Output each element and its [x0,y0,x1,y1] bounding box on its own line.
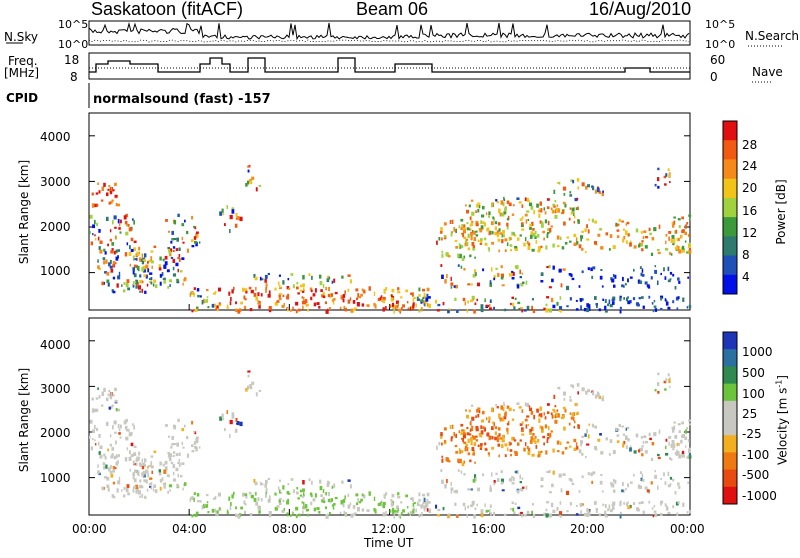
nsky-label: N.Sky [4,30,39,44]
power-cbar-tick-20: 20 [742,181,758,195]
velocity-colorbar-label: Velocity [m s-1] [774,375,790,465]
velocity-cbar-tick-minus100: -100 [742,448,770,462]
power-y-tick-3000: 3000 [40,175,71,189]
power-colorbar-swatch-4 [723,197,737,218]
velocity-y-tick-2000: 2000 [40,426,71,440]
power-colorbar-label: Power [dB] [774,179,788,245]
velocity-colorbar-swatch-9 [723,486,737,505]
power-y-tick-4000: 4000 [40,130,71,144]
nsearch-tick-bottom: 10^0 [705,38,736,51]
velocity-cbar-tick-500: 500 [742,366,765,380]
velocity-echo-field [89,369,692,519]
power-y-tick-1000: 1000 [40,264,71,278]
x-tick-2000: 20:00 [570,522,605,536]
beam-title: Beam 06 [356,0,429,19]
power-colorbar-swatch-5 [723,217,737,237]
power-colorbar-swatch-1 [723,140,737,160]
power-colorbar-swatch-6 [723,236,737,256]
nave-tick-top: 60 [710,53,726,67]
power-cbar-tick-24: 24 [742,159,758,173]
freq-strip-frame [88,52,691,80]
power-colorbar-frame [722,120,738,295]
velocity-colorbar-swatch-5 [723,418,737,436]
nsky-trace [88,21,690,41]
x-tick-1200: 12:00 [371,522,406,536]
x-tick-1600: 16:00 [471,522,506,536]
power-cbar-tick-4: 4 [742,270,750,284]
velocity-cbar-tick-minus1000: -1000 [742,489,777,503]
nsky-tick-top: 10^5 [58,18,89,31]
freq-label: Freq. [8,54,38,68]
freq-tick-bottom: 8 [70,70,78,84]
power-panel-frame [88,112,691,311]
velocity-colorbar-swatch-4 [723,400,737,419]
x-tick-2400: 00:00 [670,522,705,536]
velocity-colorbar-swatch-6 [723,435,737,453]
power-colorbar-swatch-2 [723,159,737,180]
velocity-colorbar-swatch-0 [723,332,737,350]
x-tick-0000: 00:00 [72,522,107,536]
velocity-cbar-tick-100: 100 [742,387,765,401]
nsearch-label: N.Search [745,29,800,43]
nave-tick-bottom: 0 [710,70,718,84]
cpid-text: normalsound (fast) -157 [93,92,271,107]
velocity-y-tick-4000: 4000 [40,338,71,352]
power-cbar-tick-28: 28 [742,138,758,152]
velocity-cbar-tick-25: 25 [742,407,758,421]
velocity-y-tick-3000: 3000 [40,382,71,396]
x-axis-label: Time UT [364,536,414,550]
power-y-tick-2000: 2000 [40,220,71,234]
freq-trace [89,57,690,73]
velocity-cbar-tick-minus25: -25 [742,427,762,441]
velocity-colorbar-swatch-7 [723,452,737,471]
power-cbar-tick-16: 16 [742,204,758,218]
station-title: Saskatoon (fitACF) [91,0,244,19]
power-colorbar-swatch-7 [723,255,737,276]
freq-unit-label: [MHz] [4,66,40,80]
power-echo-field [89,164,692,314]
velocity-colorbar-swatch-3 [723,383,737,402]
freq-tick-top: 18 [64,53,80,67]
cpid-label: CPID [6,91,39,105]
velocity-colorbar-swatch-8 [723,469,737,488]
nave-label: Nave [752,65,783,79]
velocity-colorbar-swatch-1 [723,349,737,367]
velocity-y-axis-label: Slant Range [km] [17,367,31,473]
velocity-y-tick-1000: 1000 [40,471,71,485]
power-cbar-tick-8: 8 [742,248,750,262]
power-cbar-tick-12: 12 [742,226,758,240]
nsky-tick-bottom: 10^0 [58,38,89,51]
velocity-cbar-tick-1000: 1000 [742,345,773,359]
x-tick-0400: 04:00 [172,522,207,536]
power-colorbar-swatch-0 [723,121,737,141]
velocity-cbar-tick-minus500: -500 [742,468,770,482]
velocity-colorbar-frame [722,331,738,505]
power-y-axis-label: Slant Range [km] [17,159,31,265]
nsearch-trace [88,39,690,43]
nsearch-tick-top: 10^5 [705,18,736,31]
velocity-panel-frame [88,317,691,516]
power-colorbar-swatch-8 [723,274,737,295]
nsky-strip-frame [88,20,691,46]
date-title: 16/Aug/2010 [589,0,692,19]
power-colorbar-swatch-3 [723,178,737,199]
velocity-colorbar-swatch-2 [723,366,737,385]
x-tick-0800: 08:00 [272,522,307,536]
